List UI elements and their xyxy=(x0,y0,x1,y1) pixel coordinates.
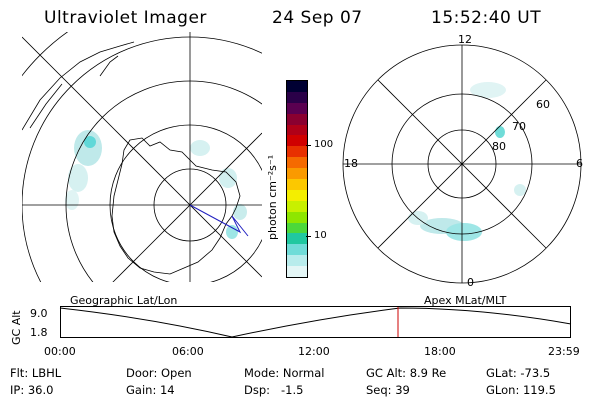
mlat-label-80: 80 xyxy=(492,140,506,153)
mlt-label-6: 6 xyxy=(576,157,583,170)
gain-value: Gain: 14 xyxy=(126,383,175,397)
sat-track xyxy=(189,204,249,237)
mlt-label-0: 0 xyxy=(467,276,474,289)
timeline-xtick-2359: 23:59 xyxy=(548,345,580,358)
colorbar-segment xyxy=(287,124,307,136)
colorbar-label-100: 100 xyxy=(314,139,334,150)
colorbar-segment xyxy=(287,113,307,125)
coastline xyxy=(22,41,135,131)
gc-alt-curve xyxy=(59,307,572,338)
colorbar-tick-10 xyxy=(306,236,311,237)
date-label: 24 Sep 07 xyxy=(272,8,363,28)
glat-value: GLat: -73.5 xyxy=(486,366,551,380)
colorbar-segment xyxy=(287,135,307,147)
door-value: Door: Open xyxy=(126,366,192,380)
continent-outline xyxy=(111,137,241,275)
gc-alt-value: GC Alt: 8.9 Re xyxy=(366,366,447,380)
colorbar-unit-label: photon cm⁻²s⁻¹ xyxy=(266,154,279,240)
colorbar-segment xyxy=(287,146,307,158)
mlat-label-70: 70 xyxy=(512,120,526,133)
timeline-xtick-0600: 06:00 xyxy=(172,345,204,358)
glon-value: GLon: 119.5 xyxy=(486,383,556,397)
mode-value: Mode: Normal xyxy=(244,366,325,380)
colorbar-label-10: 10 xyxy=(314,230,327,241)
mlt-label-12: 12 xyxy=(458,33,472,46)
colorbar-segment xyxy=(287,266,307,278)
colorbar-segment xyxy=(287,222,307,234)
left-emission xyxy=(65,130,247,239)
timeline-ytick-1_8: 1.8 xyxy=(30,326,48,339)
geographic-map xyxy=(22,32,262,282)
timeline-xtick-0000: 00:00 xyxy=(44,345,76,358)
colorbar xyxy=(286,80,308,278)
timeline-ylabel: GC Alt xyxy=(10,310,23,345)
colorbar-tick-100 xyxy=(306,145,311,146)
right-emission xyxy=(408,82,526,241)
colorbar-segment xyxy=(287,81,307,92)
colorbar-segment xyxy=(287,233,307,245)
timeline-xtick-1200: 12:00 xyxy=(298,345,330,358)
colorbar-segment xyxy=(287,168,307,180)
filter-value: Flt: LBHL xyxy=(10,366,62,380)
mlat-mlt-map xyxy=(342,44,582,284)
colorbar-segment xyxy=(287,200,307,212)
colorbar-segment xyxy=(287,102,307,114)
colorbar-segment xyxy=(287,189,307,201)
colorbar-segment xyxy=(287,91,307,103)
mlat-label-60: 60 xyxy=(536,98,550,111)
time-label: 15:52:40 UT xyxy=(431,8,542,28)
apex-panel-label: Apex MLat/MLT xyxy=(424,294,507,307)
dsp-value: Dsp: -1.5 xyxy=(244,383,304,397)
mlt-label-18: 18 xyxy=(344,157,358,170)
colorbar-segment xyxy=(287,157,307,169)
seq-value: Seq: 39 xyxy=(366,383,410,397)
colorbar-segment xyxy=(287,244,307,256)
timeline-ytick-9: 9.0 xyxy=(30,307,48,320)
instrument-title: Ultraviolet Imager xyxy=(44,8,207,28)
colorbar-segment xyxy=(287,211,307,223)
colorbar-segment xyxy=(287,255,307,267)
colorbar-segment xyxy=(287,179,307,190)
ip-value: IP: 36.0 xyxy=(10,383,54,397)
timeline-xtick-1800: 18:00 xyxy=(424,345,456,358)
geographic-panel-label: Geographic Lat/Lon xyxy=(70,294,178,307)
gc-alt-timeline xyxy=(59,306,572,338)
